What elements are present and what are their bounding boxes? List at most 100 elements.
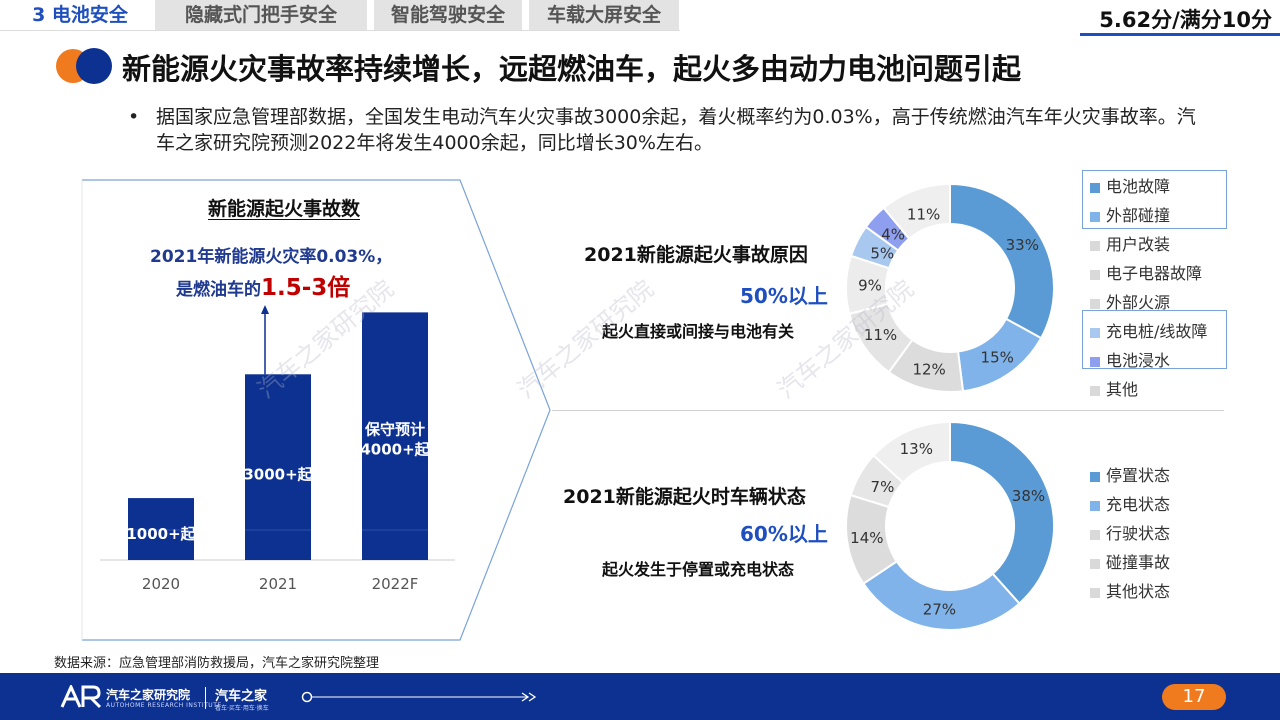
tabs-divider xyxy=(0,30,680,31)
legend-swatch xyxy=(1090,529,1100,540)
bar-data-label: 1000+起 xyxy=(126,525,196,543)
callout-line1: 2021年新能源火灾率0.03%， xyxy=(150,247,393,267)
footer-separator xyxy=(205,687,206,709)
ar-logo-icon xyxy=(60,685,102,709)
donut-slice-停置状态 xyxy=(949,420,1055,605)
left-panel-frame xyxy=(81,179,551,641)
donut-value-label: 9% xyxy=(858,276,882,294)
tab-door-handle[interactable]: 隐藏式门把手安全 xyxy=(155,0,367,30)
legend-swatch xyxy=(1090,587,1100,598)
legend-item: 行驶状态 xyxy=(1090,520,1170,544)
donut-slice-电池故障 xyxy=(949,182,1055,340)
cause-subtitle: 起火直接或间接与电池有关 xyxy=(602,322,795,341)
data-source: 数据来源：应急管理部消防救援局，汽车之家研究院整理 xyxy=(54,656,380,671)
donut-slice-其他状态 xyxy=(872,420,951,484)
legend-label: 电子电器故障 xyxy=(1106,264,1203,283)
footer-logo-sub: AUTOHOME RESEARCH INSTITUTE xyxy=(106,702,222,709)
legend-label: 电池浸水 xyxy=(1106,351,1171,370)
legend-swatch xyxy=(1090,356,1100,367)
legend-item: 其他状态 xyxy=(1090,578,1170,602)
legend-item: 碰撞事故 xyxy=(1090,549,1170,573)
legend-item: 用户改装 xyxy=(1090,231,1170,255)
score-text: 5.62分/满分10分 xyxy=(1099,8,1272,32)
legend-swatch xyxy=(1090,298,1100,309)
progress-arrow-icon xyxy=(301,691,537,703)
tab-screen[interactable]: 车载大屏安全 xyxy=(529,0,679,30)
bar-chart: 1000+起 2020 3000+起 2021 保守预计 4000+起 2022F xyxy=(100,305,455,593)
donut-value-label: 11% xyxy=(864,326,897,344)
donut-value-label: 5% xyxy=(870,244,894,262)
page-title: 新能源火灾事故率持续增长，远超燃油车，起火多由动力电池问题引起 xyxy=(122,52,1022,86)
cause-chart-title: 2021新能源起火事故原因 xyxy=(584,244,808,266)
legend-swatch xyxy=(1090,558,1100,569)
legend-swatch xyxy=(1090,211,1100,222)
donut-value-label: 15% xyxy=(981,348,1014,366)
arrow-up-icon xyxy=(261,305,269,314)
footer-brand: 汽车之家 xyxy=(215,689,268,704)
donut-value-label: 33% xyxy=(1006,236,1039,254)
callout-prefix: 是燃油车的 xyxy=(176,280,261,300)
cause-donut-chart: 33%15%12%11%9%5%4%11% xyxy=(845,182,1055,393)
legend-box-charging xyxy=(1082,310,1227,369)
legend-label: 电池故障 xyxy=(1106,177,1171,196)
bar-data-label: 4000+起 xyxy=(360,440,430,458)
legend-label: 停置状态 xyxy=(1106,466,1171,485)
legend-item: 充电状态 xyxy=(1090,491,1170,515)
legend-swatch xyxy=(1090,385,1100,396)
donut-value-label: 27% xyxy=(923,600,956,618)
bar-category-label: 2022F xyxy=(372,575,419,593)
legend-item: 外部碰撞 xyxy=(1090,202,1170,226)
bar-category-label: 2021 xyxy=(259,575,297,593)
legend-swatch xyxy=(1090,471,1100,482)
legend-item: 电池浸水 xyxy=(1090,347,1170,371)
legend-swatch xyxy=(1090,500,1100,511)
donut-value-label: 11% xyxy=(907,206,940,224)
score-underline xyxy=(1080,33,1280,36)
page-number: 17 xyxy=(1162,684,1226,710)
state-subtitle: 起火发生于停置或充电状态 xyxy=(602,560,795,579)
legend-label: 其他状态 xyxy=(1106,582,1171,601)
callout-highlight: 1.5-3倍 xyxy=(261,275,351,301)
footer-bar: 汽车之家研究院 AUTOHOME RESEARCH INSTITUTE 汽车之家… xyxy=(0,673,1280,720)
donut-value-label: 14% xyxy=(850,529,883,547)
legend-swatch xyxy=(1090,327,1100,338)
legend-label: 充电状态 xyxy=(1106,495,1171,514)
callout-line2: 是燃油车的1.5-3倍 xyxy=(176,268,350,302)
legend-label: 充电桩/线故障 xyxy=(1106,322,1208,341)
tab-autopilot[interactable]: 智能驾驶安全 xyxy=(374,0,522,30)
legend-item: 电子电器故障 xyxy=(1090,260,1202,284)
cause-highlight: 50%以上 xyxy=(740,284,828,308)
donut-value-label: 4% xyxy=(881,226,905,244)
legend-label: 其他 xyxy=(1106,380,1139,399)
footer-logo-text: 汽车之家研究院 xyxy=(106,688,191,702)
state-chart-title: 2021新能源起火时车辆状态 xyxy=(563,486,806,508)
legend-swatch xyxy=(1090,240,1100,251)
title-logo-icon xyxy=(54,46,114,86)
bar-category-label: 2020 xyxy=(142,575,180,593)
state-donut-chart: 38% 27% 14% 7% 13% xyxy=(845,420,1055,631)
legend-label: 行驶状态 xyxy=(1106,524,1171,543)
legend-label: 外部火源 xyxy=(1106,293,1171,312)
donut-value-label: 38% xyxy=(1012,487,1045,505)
legend-label: 外部碰撞 xyxy=(1106,206,1171,225)
bar-data-label: 保守预计 xyxy=(364,420,425,438)
bar-chart-title: 新能源起火事故数 xyxy=(208,198,361,220)
bullet-text: 据国家应急管理部数据，全国发生电动汽车火灾事故3000余起，着火概率约为0.03… xyxy=(156,106,1196,154)
legend-item: 停置状态 xyxy=(1090,462,1170,486)
bar-2021 xyxy=(245,374,311,560)
legend-item: 外部火源 xyxy=(1090,289,1170,313)
donut-slice-其他 xyxy=(882,182,951,241)
state-highlight: 60%以上 xyxy=(740,522,828,546)
legend-item: 充电桩/线故障 xyxy=(1090,318,1207,342)
bar-2020 xyxy=(128,498,194,560)
right-divider xyxy=(552,410,1224,411)
legend-box-battery xyxy=(1082,170,1227,229)
donut-value-label: 7% xyxy=(871,478,895,496)
bar-data-label: 3000+起 xyxy=(243,465,313,483)
footer-brand-sub: 看车·买车·用车·换车 xyxy=(215,705,269,712)
legend-swatch xyxy=(1090,182,1100,193)
bullet-dot: • xyxy=(128,106,140,128)
tab-battery-safety[interactable]: 3 电池安全 xyxy=(10,0,150,30)
legend-swatch xyxy=(1090,269,1100,280)
donut-value-label: 13% xyxy=(900,440,933,458)
